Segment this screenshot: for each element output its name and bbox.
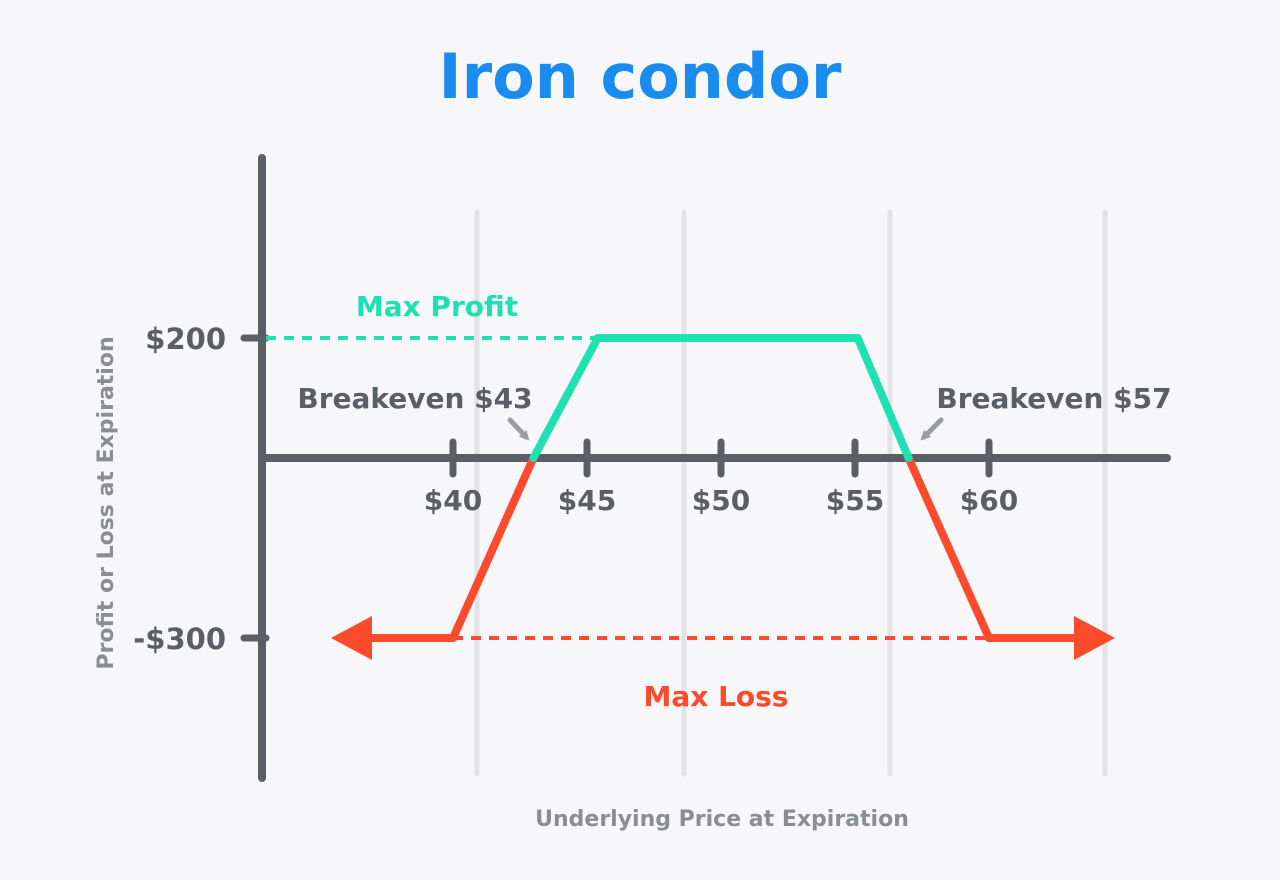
grid-lines	[474, 209, 1108, 777]
payoff-lines	[331, 334, 1115, 660]
loss-arrowhead-left	[331, 616, 372, 660]
y-tick-label: -$300	[133, 622, 226, 656]
y-axis-title: Profit or Loss at Expiration	[94, 336, 119, 669]
x-axis-title: Underlying Price at Expiration	[535, 807, 909, 832]
loss-arrowhead-right	[1074, 616, 1115, 660]
max-profit-label: Max Profit	[356, 290, 518, 323]
breakeven-high-label: Breakeven $57	[936, 382, 1171, 415]
loss-line-right	[904, 454, 993, 642]
max-loss-label: Max Loss	[644, 680, 789, 713]
x-axis-ticks: $40 $45 $50 $55 $60	[424, 438, 1018, 517]
breakeven-low-pointer	[507, 417, 530, 441]
chart-title: Iron condor	[439, 40, 842, 113]
breakeven-high-pointer	[920, 417, 944, 441]
x-tick-label: $50	[692, 484, 750, 517]
x-tick-label: $55	[826, 484, 884, 517]
x-tick-label: $60	[960, 484, 1018, 517]
x-tick-label: $45	[558, 484, 616, 517]
x-tick-label: $40	[424, 484, 482, 517]
breakeven-low-label: Breakeven $43	[297, 382, 532, 415]
profit-line	[529, 334, 913, 462]
loss-line-left	[449, 454, 538, 642]
reference-dashed-lines	[266, 336, 989, 640]
y-tick-label: $200	[145, 322, 226, 356]
y-axis-ticks: $200 -$300	[133, 322, 270, 656]
